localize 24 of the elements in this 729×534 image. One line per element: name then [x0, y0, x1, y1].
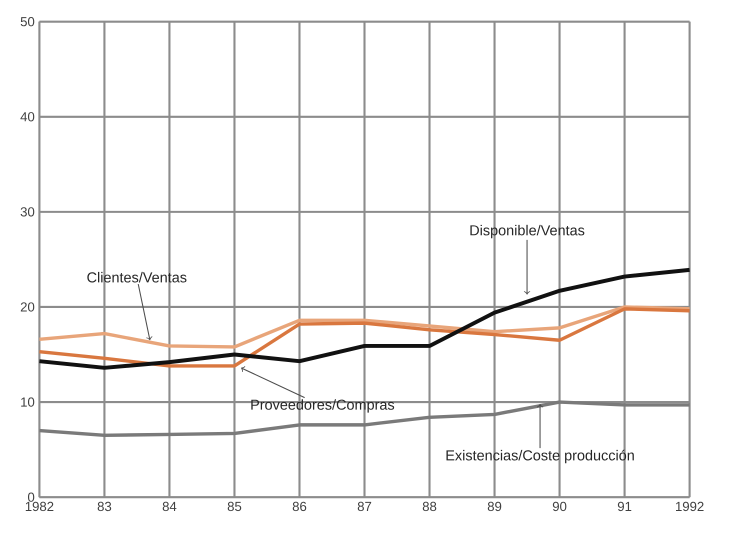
- annotation: Clientes/Ventas: [87, 272, 186, 283]
- x-tick-label: 84: [162, 502, 176, 512]
- y-tick-label: 0: [28, 492, 34, 502]
- annotation: Existencias/Coste producción: [446, 450, 634, 464]
- y-tick-label: 50: [20, 17, 34, 26]
- x-tick-label: 1982: [26, 502, 54, 512]
- x-tick-label: 90: [552, 502, 566, 512]
- line-series: [38, 307, 692, 368]
- y-tick-label: 40: [20, 112, 34, 122]
- x-tick-label: 89: [488, 502, 502, 512]
- annotation: Disponible/Ventas: [470, 224, 584, 238]
- y-tick-label: 20: [20, 302, 34, 312]
- annotation: Proveedores/Compras: [251, 399, 394, 413]
- y-tick-label: 30: [20, 207, 34, 217]
- x-tick-label: 86: [292, 502, 306, 512]
- y-tick-label: 10: [21, 397, 34, 407]
- x-tick-label: 83: [98, 502, 112, 512]
- x-tick-label: 91: [618, 502, 632, 512]
- x-tick-label: 1992: [676, 502, 704, 512]
- x-tick-label: 88: [422, 502, 436, 512]
- line-series: [38, 400, 692, 438]
- x-tick-label: 85: [228, 502, 242, 512]
- x-tick-label: 87: [358, 502, 372, 512]
- line-series: [37, 268, 692, 370]
